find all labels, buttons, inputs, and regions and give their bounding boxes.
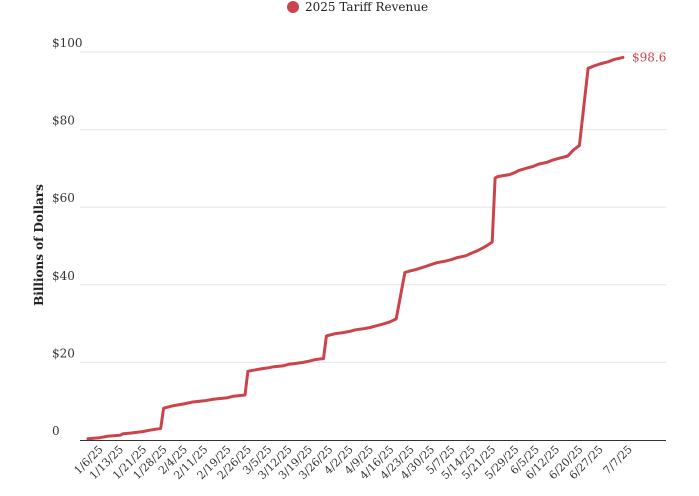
- y-tick-label: 0: [52, 424, 60, 438]
- y-tick-label: $60: [52, 191, 75, 205]
- legend-marker: [287, 1, 299, 13]
- end-value-label: $98.6: [632, 50, 666, 64]
- x-tick-label: 7/7/25: [601, 443, 635, 477]
- y-tick-label: $40: [52, 269, 75, 283]
- y-tick-label: $80: [52, 114, 75, 128]
- x-axis-ticks: 1/6/251/13/251/21/251/28/252/4/252/11/25…: [71, 443, 634, 482]
- gridlines: [80, 51, 666, 363]
- legend[interactable]: 2025 Tariff Revenue: [287, 0, 428, 14]
- y-axis-ticks: 0 $20 $40 $60 $80 $100: [52, 36, 83, 438]
- y-tick-label: $20: [52, 346, 75, 360]
- legend-label: 2025 Tariff Revenue: [305, 0, 428, 14]
- y-axis-label: Billions of Dollars: [32, 184, 46, 306]
- y-tick-label: $100: [52, 36, 83, 50]
- series-line-tariff-revenue[interactable]: [86, 55, 625, 441]
